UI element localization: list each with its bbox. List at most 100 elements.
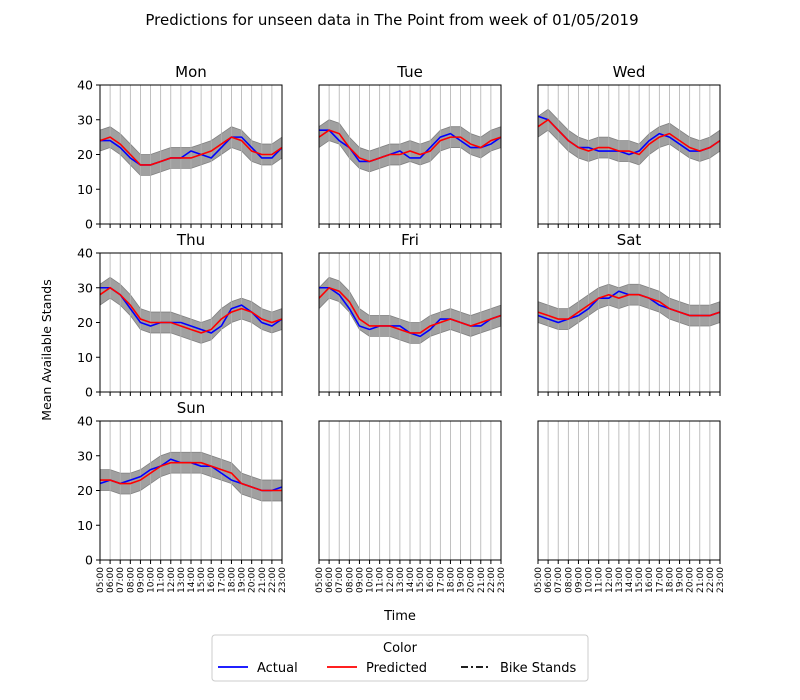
- y-tick-label: 20: [77, 315, 93, 330]
- x-tick-label: 13:00: [615, 567, 625, 593]
- y-tick-label: 40: [77, 78, 93, 93]
- x-tick-label: 06:00: [106, 567, 116, 593]
- x-tick-label: 14:00: [187, 567, 197, 593]
- predicted-line: [100, 461, 282, 492]
- x-tick-label: 22:00: [487, 567, 497, 593]
- y-tick-label: 0: [85, 553, 93, 568]
- x-tick-label: 17:00: [436, 567, 446, 593]
- x-tick-label: 15:00: [416, 567, 426, 593]
- x-tick-label: 20:00: [467, 567, 477, 593]
- y-tick-label: 20: [77, 147, 93, 162]
- panel-title: Mon: [175, 63, 207, 81]
- x-tick-label: 20:00: [248, 567, 258, 593]
- predicted-line: [318, 129, 502, 163]
- panel: Thu 0 10 20 30 40: [77, 231, 283, 400]
- x-tick-label: 12:00: [167, 567, 177, 593]
- y-tick-label: 30: [77, 448, 93, 463]
- x-tick-label: 13:00: [177, 567, 187, 593]
- legend-box: [211, 634, 589, 682]
- panel-title: Thu: [176, 231, 205, 249]
- panel: Mon 0 10 20 30 40: [77, 63, 283, 232]
- panels: Mon 0 10 20 30 40 Tue Wed Thu 0 10 20 30 40 Fri Sat Sun 0…: [77, 63, 726, 593]
- x-tick-label: 09:00: [355, 567, 365, 593]
- x-tick-label: 18:00: [227, 567, 237, 593]
- x-tick-label: 20:00: [686, 567, 696, 593]
- y-tick-label: 0: [85, 385, 93, 400]
- y-tick-label: 0: [85, 217, 93, 232]
- x-tick-label: 05:00: [96, 567, 106, 593]
- panel-title: Wed: [613, 63, 646, 81]
- y-tick-label: 10: [77, 350, 93, 365]
- x-tick-label: 16:00: [426, 567, 436, 593]
- predicted-line: [99, 136, 283, 166]
- x-tick-label: 06:00: [544, 567, 554, 593]
- panel-title: Fri: [401, 231, 419, 249]
- x-tick-label: 08:00: [126, 567, 136, 593]
- panel: Fri: [318, 231, 502, 396]
- x-tick-label: 18:00: [446, 567, 456, 593]
- legend-label: Actual: [257, 661, 298, 676]
- panel-title: Sat: [617, 231, 642, 249]
- x-tick-label: 10:00: [585, 567, 595, 593]
- legend: Color Actual Predicted Bike Stands: [211, 634, 589, 682]
- panel-title: Tue: [396, 63, 423, 81]
- y-tick-label: 40: [77, 246, 93, 261]
- x-tick-label: 19:00: [676, 567, 686, 593]
- legend-label: Bike Stands: [500, 661, 577, 676]
- actual-line: [100, 136, 283, 166]
- x-tick-label: 23:00: [497, 567, 507, 593]
- x-tick-label: 15:00: [635, 567, 645, 593]
- x-tick-label: 10:00: [366, 567, 376, 593]
- x-tick-label: 17:00: [217, 567, 227, 593]
- y-tick-label: 20: [77, 483, 93, 498]
- x-tick-label: 08:00: [345, 567, 355, 593]
- x-tick-label: 23:00: [278, 567, 288, 593]
- x-tick-label: 09:00: [574, 567, 584, 593]
- x-tick-label: 08:00: [564, 567, 574, 593]
- legend-entry: Predicted: [327, 661, 427, 676]
- legend-label: Predicted: [366, 661, 427, 676]
- x-tick-label: 21:00: [258, 567, 268, 593]
- y-tick-label: 40: [77, 414, 93, 429]
- x-tick-label: 16:00: [207, 567, 217, 593]
- x-tick-label: 13:00: [396, 567, 406, 593]
- x-tick-label: 11:00: [595, 567, 605, 593]
- x-tick-label: 21:00: [477, 567, 487, 593]
- legend-entry: Actual: [218, 661, 298, 676]
- chart-title: Predictions for unseen data in The Point…: [145, 11, 638, 29]
- y-axis-label: Mean Available Stands: [39, 279, 54, 420]
- x-tick-label: 06:00: [325, 567, 335, 593]
- x-tick-label: 12:00: [605, 567, 615, 593]
- x-axis-label: Time: [383, 609, 416, 624]
- x-tick-label: 10:00: [147, 567, 157, 593]
- x-tick-label: 11:00: [157, 567, 167, 593]
- x-tick-label: 05:00: [315, 567, 325, 593]
- x-tick-label: 14:00: [625, 567, 635, 593]
- x-tick-label: 09:00: [136, 567, 146, 593]
- x-tick-label: 07:00: [335, 567, 345, 593]
- x-tick-label: 11:00: [376, 567, 386, 593]
- y-tick-label: 30: [77, 280, 93, 295]
- panel: 05:00 06:00 07:00 08:00 09:00 10:00 11:00 12:00…: [534, 420, 726, 593]
- x-tick-label: 05:00: [534, 567, 544, 593]
- predicted-line: [537, 118, 721, 156]
- x-tick-label: 21:00: [696, 567, 706, 593]
- panel: Sun 0 10 20 30 40 05:00 06:00 07:00 08:00 09:00 10:…: [77, 399, 288, 593]
- x-tick-label: 17:00: [655, 567, 665, 593]
- predicted-line: [99, 286, 283, 334]
- x-tick-label: 19:00: [238, 567, 248, 593]
- y-tick-label: 30: [77, 112, 93, 127]
- y-tick-label: 10: [77, 518, 93, 533]
- x-tick-label: 23:00: [716, 567, 726, 593]
- legend-entries: Actual Predicted Bike Stands: [218, 661, 577, 676]
- legend-title: Color: [383, 641, 418, 656]
- panel: Tue: [318, 63, 502, 228]
- predicted-line: [537, 293, 721, 320]
- x-tick-label: 14:00: [406, 567, 416, 593]
- y-tick-label: 10: [77, 182, 93, 197]
- panel: Wed: [537, 63, 721, 228]
- x-tick-label: 15:00: [197, 567, 207, 593]
- x-tick-label: 18:00: [665, 567, 675, 593]
- x-tick-label: 22:00: [268, 567, 278, 593]
